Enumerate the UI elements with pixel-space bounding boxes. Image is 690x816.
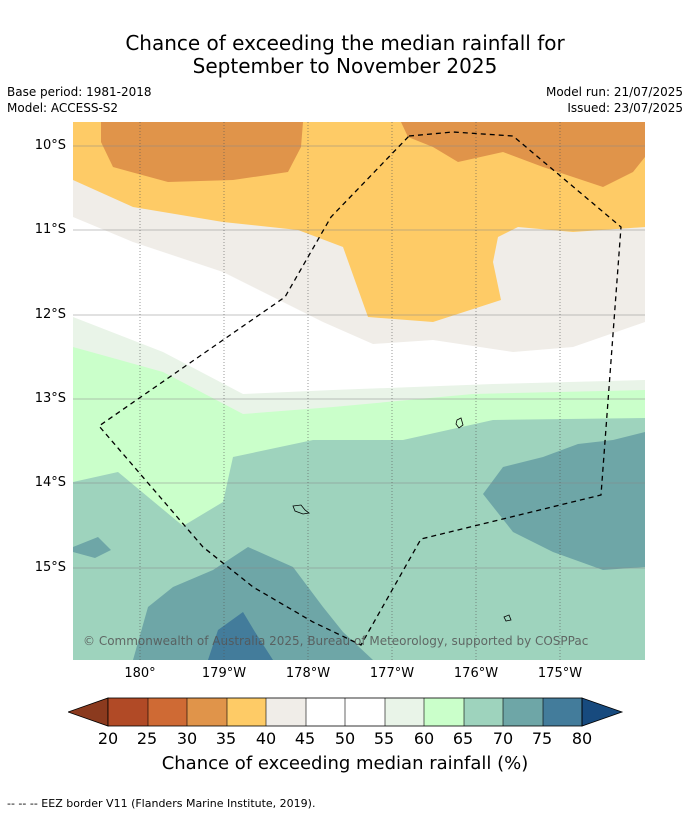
lat-label: 10°S	[34, 138, 66, 153]
cbar-tick-label: 70	[492, 729, 514, 748]
cbar-tick-label: 50	[334, 729, 356, 748]
copyright-notice: © Commonwealth of Australia 2025, Bureau…	[83, 634, 589, 648]
band-70-75-west	[73, 537, 111, 558]
lat-label: 11°S	[34, 222, 66, 237]
island-outline	[455, 417, 464, 429]
cbar-tick-label: 65	[452, 729, 474, 748]
island-outline	[292, 504, 310, 515]
lat-label: 15°S	[34, 560, 66, 575]
cbar-box	[148, 698, 187, 726]
cbar-box	[464, 698, 503, 726]
cbar-box	[187, 698, 227, 726]
cbar-upper-extend	[581, 697, 624, 727]
cbar-box	[108, 698, 148, 726]
cbar-tick-label: 55	[373, 729, 395, 748]
cbar-tick-label: 60	[413, 729, 435, 748]
meta-left: Base period: 1981-2018 Model: ACCESS-S2	[7, 84, 152, 116]
band-70-75-east	[483, 432, 645, 570]
band-30-35-east	[401, 122, 645, 187]
cbar-tick-label: 80	[571, 729, 593, 748]
cbar-tick-label: 40	[255, 729, 277, 748]
island-outline	[503, 614, 512, 622]
cbar-tick-label: 45	[294, 729, 316, 748]
title-line-1: Chance of exceeding the median rainfall …	[125, 31, 565, 55]
lon-label: 177°W	[369, 666, 415, 681]
cbar-box	[424, 698, 464, 726]
cbar-tick-label: 35	[215, 729, 237, 748]
band-70-75	[133, 547, 373, 660]
band-30-35	[101, 122, 303, 182]
cbar-box	[306, 698, 345, 726]
eez-footnote: -- -- -- EEZ border V11 (Flanders Marine…	[7, 797, 316, 810]
map-title: Chance of exceeding the median rainfall …	[0, 32, 690, 78]
cbar-box	[543, 698, 582, 726]
title-line-2: September to November 2025	[192, 54, 498, 78]
meta-right: Model run: 21/07/2025 Issued: 23/07/2025	[546, 84, 683, 116]
cbar-dividers	[147, 698, 544, 726]
model-name: Model: ACCESS-S2	[7, 101, 119, 115]
eez-border	[98, 131, 622, 646]
cbar-tick-label: 75	[531, 729, 553, 748]
rainfall-map	[73, 122, 645, 660]
colorbar	[68, 697, 624, 727]
cbar-box	[266, 698, 306, 726]
lon-label: 175°W	[537, 666, 583, 681]
lon-label: 178°W	[285, 666, 331, 681]
cbar-box	[503, 698, 543, 726]
cbar-lower-extend	[68, 697, 109, 727]
cbar-box	[227, 698, 266, 726]
lat-label: 13°S	[34, 391, 66, 406]
base-period: Base period: 1981-2018	[7, 85, 152, 99]
cbar-tick-label: 25	[136, 729, 158, 748]
cbar-tick-label: 20	[97, 729, 119, 748]
colorbar-label: Chance of exceeding median rainfall (%)	[161, 753, 529, 774]
lon-label: 176°W	[453, 666, 499, 681]
cbar-box	[345, 698, 385, 726]
lat-label: 14°S	[34, 475, 66, 490]
cbar-box	[385, 698, 424, 726]
cbar-tick-label: 30	[176, 729, 198, 748]
model-run: Model run: 21/07/2025	[545, 85, 683, 99]
graticule	[73, 145, 645, 569]
issued-date: Issued: 23/07/2025	[567, 101, 683, 115]
lon-label: 179°W	[201, 666, 247, 681]
lon-label: 180°	[124, 666, 156, 681]
lat-label: 12°S	[34, 307, 66, 322]
